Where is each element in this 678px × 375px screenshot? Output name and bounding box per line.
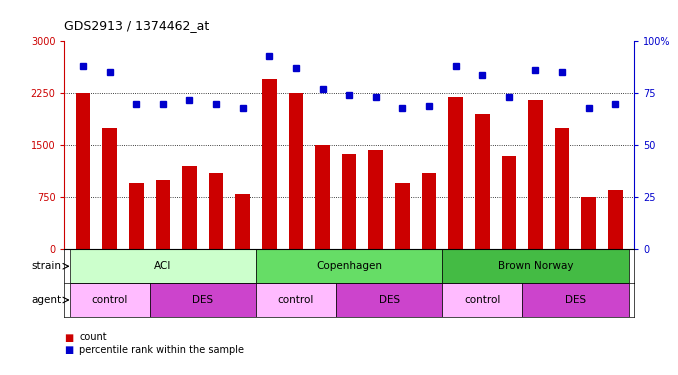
Bar xyxy=(442,249,629,283)
Bar xyxy=(342,154,357,249)
Bar xyxy=(581,197,596,249)
Bar xyxy=(262,80,277,249)
Text: count: count xyxy=(79,333,107,342)
Bar xyxy=(608,190,622,249)
Text: DES: DES xyxy=(565,295,586,305)
Bar xyxy=(182,166,197,249)
Bar xyxy=(442,283,522,317)
Bar xyxy=(155,180,170,249)
Bar xyxy=(70,283,150,317)
Text: Brown Norway: Brown Norway xyxy=(498,261,573,271)
Bar xyxy=(528,100,543,249)
Bar xyxy=(422,173,437,249)
Bar xyxy=(256,249,442,283)
Bar xyxy=(315,146,330,249)
Bar xyxy=(129,183,144,249)
Bar xyxy=(522,283,629,317)
Text: Copenhagen: Copenhagen xyxy=(316,261,382,271)
Text: percentile rank within the sample: percentile rank within the sample xyxy=(79,345,244,355)
Text: strain: strain xyxy=(31,261,61,271)
Text: control: control xyxy=(92,295,128,305)
Bar xyxy=(209,173,224,249)
Text: control: control xyxy=(464,295,500,305)
Bar xyxy=(102,128,117,249)
Text: DES: DES xyxy=(378,295,399,305)
Text: DES: DES xyxy=(193,295,214,305)
Bar xyxy=(256,283,336,317)
Bar xyxy=(336,283,442,317)
Bar xyxy=(448,97,463,249)
Bar xyxy=(475,114,490,249)
Bar xyxy=(502,156,516,249)
Text: ■: ■ xyxy=(64,333,74,342)
Text: GDS2913 / 1374462_at: GDS2913 / 1374462_at xyxy=(64,19,210,32)
Bar xyxy=(150,283,256,317)
Bar xyxy=(555,128,570,249)
Bar xyxy=(368,150,383,249)
Text: ■: ■ xyxy=(64,345,74,355)
Text: control: control xyxy=(278,295,314,305)
Text: agent: agent xyxy=(31,295,61,305)
Bar xyxy=(235,194,250,249)
Text: ACI: ACI xyxy=(154,261,172,271)
Bar xyxy=(289,93,303,249)
Bar xyxy=(395,183,410,249)
Bar xyxy=(70,249,256,283)
Bar xyxy=(76,93,90,249)
